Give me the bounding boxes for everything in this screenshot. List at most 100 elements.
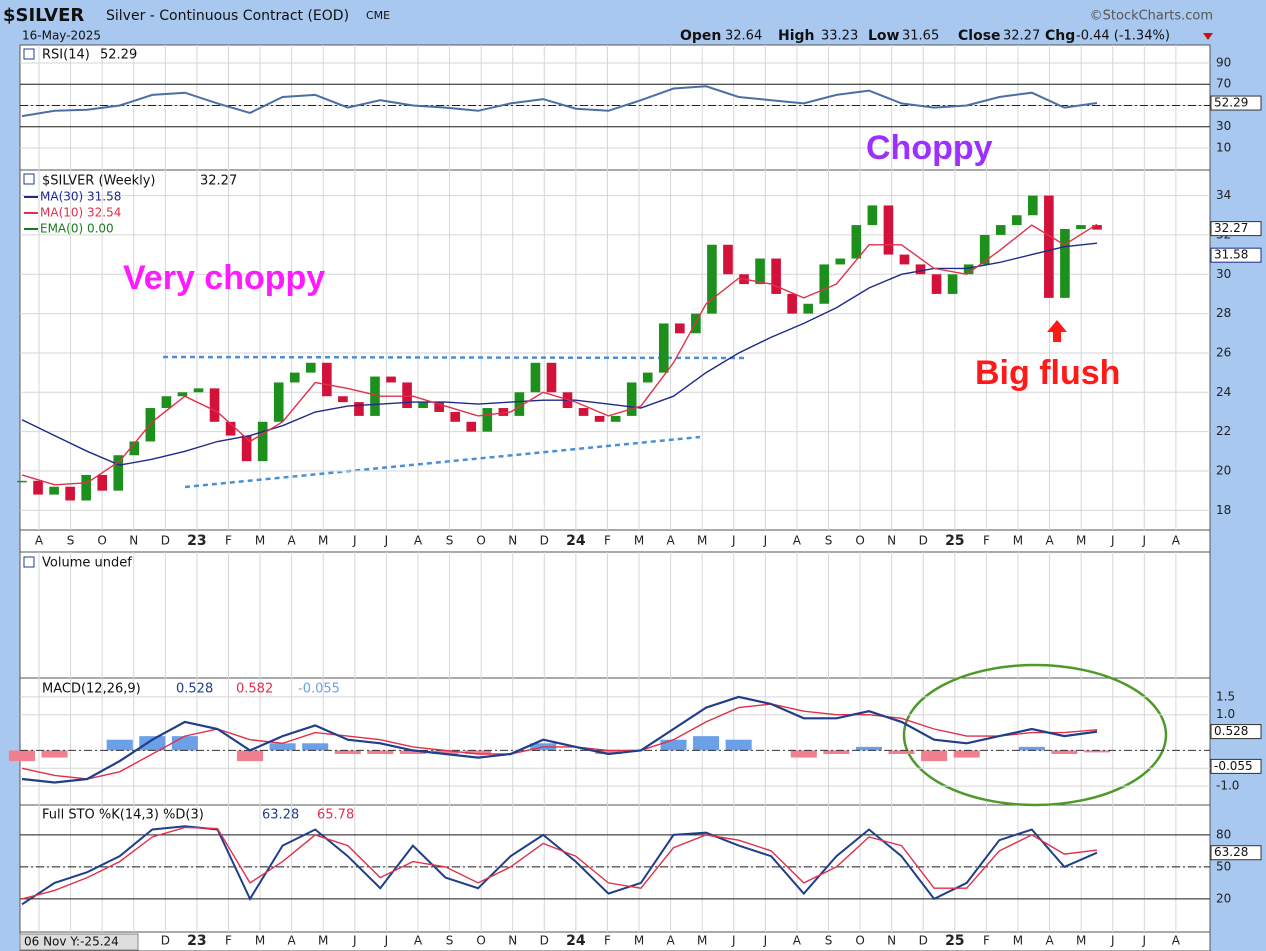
histogram-bar: [399, 750, 426, 754]
value-box-label: -0.055: [1214, 759, 1253, 773]
panel: [19, 677, 1211, 806]
x-tick-label: J: [731, 534, 736, 548]
x-tick-label: A: [35, 534, 44, 548]
panels: [19, 44, 1211, 951]
candle: [851, 225, 862, 259]
x-tick-label: O: [476, 934, 485, 948]
histogram-bar: [106, 739, 133, 751]
panel: [19, 551, 1211, 679]
candle: [514, 392, 525, 416]
candle: [338, 396, 348, 403]
series-line: [21, 703, 1098, 780]
histogram-bar: [237, 750, 264, 762]
quote-value: 33.23: [821, 29, 858, 44]
value-box-label: 32.27: [1214, 221, 1248, 235]
candle: [771, 258, 781, 294]
panel: [19, 804, 1211, 933]
series-line: [21, 85, 1098, 118]
y-tick-label: 30: [1216, 119, 1231, 133]
x-tick-label: J: [384, 934, 389, 948]
x-tick-label: F: [225, 534, 232, 548]
candle: [97, 474, 108, 491]
candle: [931, 274, 942, 294]
candle: [305, 362, 316, 373]
legend-value: -0.055: [298, 682, 340, 697]
candle: [787, 293, 797, 314]
legend-value: 32.54: [87, 206, 121, 220]
candle: [241, 435, 252, 462]
candle: [578, 408, 589, 416]
x-tick-label: A: [288, 534, 297, 548]
candle: [610, 415, 621, 422]
candle: [386, 376, 396, 383]
candle: [482, 408, 493, 432]
x-tick-label: O: [855, 534, 864, 548]
x-tick-label: F: [604, 534, 611, 548]
histogram-bar: [888, 750, 915, 754]
quote-value: -0.44 (-1.34%): [1076, 29, 1170, 44]
histogram-bar: [660, 739, 687, 751]
panel-icon: [23, 48, 35, 60]
y-tick-label: 50: [1216, 859, 1231, 873]
candle: [81, 474, 91, 501]
y-tick-label: 70: [1216, 77, 1231, 91]
x-tick-label: S: [825, 534, 833, 548]
histogram-bar: [465, 750, 492, 754]
resistance-line: [162, 355, 746, 360]
candle: [530, 362, 541, 393]
value-box: [1210, 95, 1262, 111]
candle: [17, 480, 27, 483]
x-tick-label: N: [887, 934, 896, 948]
candle: [1011, 215, 1022, 226]
series-line: [21, 826, 1098, 900]
legend-label: MA(10): [40, 206, 83, 220]
candle: [450, 411, 461, 422]
y-tick-label: 26: [1216, 345, 1231, 359]
legend-label: EMA(0) 0.00: [40, 222, 114, 236]
value-box-label: 52.29: [1214, 96, 1248, 110]
quote-value: 32.64: [725, 29, 762, 44]
legend-label: MA(30): [40, 190, 83, 204]
candle: [418, 402, 428, 409]
candle: [225, 421, 236, 436]
candle: [1044, 195, 1054, 298]
legend-value: 0.582: [236, 682, 273, 697]
x-tick-label: A: [288, 934, 297, 948]
y-tick-label: -1.0: [1216, 779, 1239, 793]
value-box: [1210, 724, 1262, 740]
candle: [979, 234, 990, 265]
candle: [33, 480, 43, 495]
x-tick-label: J: [352, 934, 357, 948]
y-tick-label: 1.0: [1216, 707, 1235, 721]
histogram-bar: [171, 736, 198, 751]
x-tick-label: M: [1076, 534, 1086, 548]
panel-title: Volume undef: [42, 556, 132, 571]
y-tick-label: 20: [1216, 463, 1231, 477]
histogram-bar: [367, 750, 394, 754]
histogram-bar: [139, 736, 166, 751]
panel-icon: [23, 173, 35, 185]
y-tick-label: 24: [1216, 385, 1231, 399]
panel: [19, 169, 1211, 531]
value-box: [1210, 247, 1262, 263]
x-tick-label: 25: [945, 933, 964, 949]
panel-title: Full STO %K(14,3) %D(3): [42, 808, 204, 823]
x-tick-label: 23: [187, 933, 206, 949]
x-tick-label: S: [825, 934, 833, 948]
x-tick-label: J: [1142, 534, 1147, 548]
exchange: CME: [366, 9, 390, 22]
y-tick-label: 28: [1216, 306, 1231, 320]
legend-value: 0.528: [176, 682, 213, 697]
candle: [113, 455, 124, 491]
candle: [915, 264, 926, 275]
x-tick-label: S: [446, 534, 454, 548]
x-tick-label: M: [318, 934, 328, 948]
y-tick-label: 1.5: [1216, 689, 1235, 703]
candle: [707, 244, 717, 314]
panel-title: $SILVER (Weekly): [42, 174, 156, 189]
x-tick-label: N: [887, 534, 896, 548]
histogram-bar: [725, 739, 752, 751]
histogram-bar: [595, 750, 622, 754]
candle: [1076, 225, 1086, 230]
